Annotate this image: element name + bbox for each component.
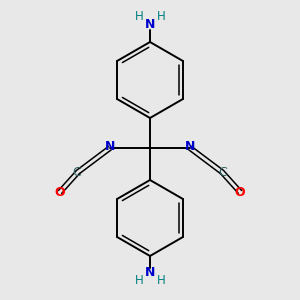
Text: O: O	[235, 187, 245, 200]
Text: H: H	[157, 274, 165, 287]
Text: H: H	[135, 11, 143, 23]
Text: N: N	[105, 140, 115, 154]
Text: N: N	[185, 140, 195, 154]
Text: C: C	[219, 166, 227, 178]
Text: O: O	[55, 187, 65, 200]
Text: C: C	[73, 166, 81, 178]
Text: N: N	[145, 266, 155, 280]
Text: N: N	[145, 19, 155, 32]
Text: H: H	[157, 11, 165, 23]
Text: H: H	[135, 274, 143, 287]
